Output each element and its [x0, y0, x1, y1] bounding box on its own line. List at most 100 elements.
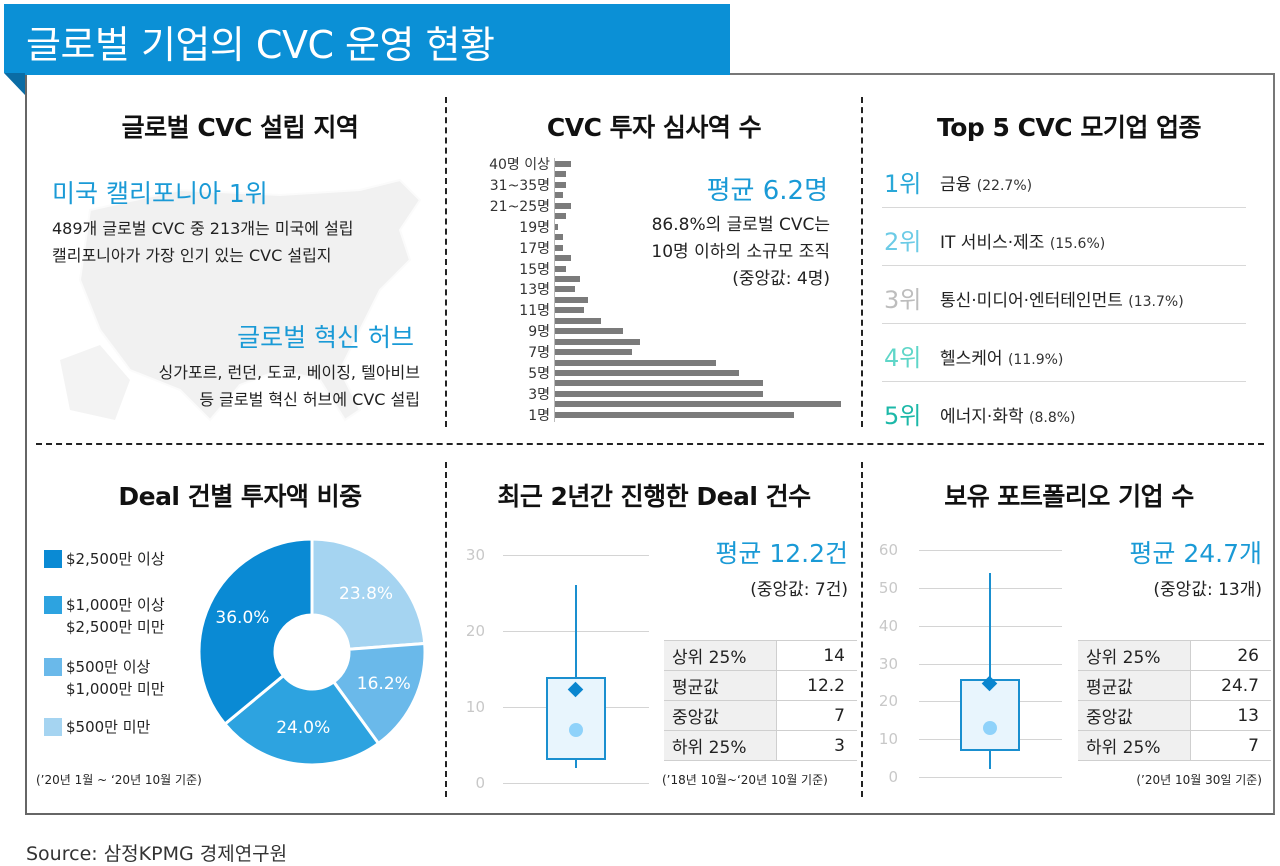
- bar: [555, 265, 566, 272]
- y-tick-label: 50: [878, 578, 898, 597]
- bar-label: 13명: [519, 282, 550, 299]
- stats-row: 평균값 24.7: [1078, 670, 1271, 701]
- stats-value: 3: [776, 730, 857, 761]
- bar-label: 5명: [528, 366, 550, 382]
- bar: [555, 338, 640, 345]
- panel-title: Top 5 CVC 모기업 업종: [936, 113, 1202, 142]
- stats-row: 평균값 12.2: [664, 670, 857, 701]
- rank-percent: (11.9%): [1007, 352, 1064, 368]
- divider-vertical: [445, 462, 447, 797]
- bar: [555, 317, 601, 324]
- legend-label: $500만 미만: [66, 718, 151, 736]
- grid-line: [503, 555, 649, 556]
- rank-number: 5위: [884, 402, 922, 430]
- stats-row: 중앙값 13: [1078, 700, 1271, 731]
- bar-label: 21~25명: [489, 198, 550, 215]
- stats-label: 하위 25%: [1078, 730, 1191, 761]
- stats-label: 상위 25%: [1078, 640, 1191, 671]
- donut-slice-label: 36.0%: [215, 607, 270, 628]
- rank-item: 2위 IT 서비스·제조 (15.6%): [882, 222, 1244, 278]
- stats-row: 하위 25% 7: [1078, 730, 1271, 761]
- panel-title: CVC 투자 심사역 수: [546, 113, 762, 142]
- rank-percent: (8.8%): [1029, 410, 1076, 426]
- bar: [555, 202, 571, 209]
- stats-row: 상위 25% 26: [1078, 640, 1271, 671]
- bar: [555, 234, 563, 241]
- y-tick-label: 60: [878, 541, 898, 559]
- bar-label: 31~35명: [489, 177, 550, 194]
- bar-label: 11명: [519, 303, 550, 320]
- stats-label: 상위 25%: [664, 640, 777, 671]
- legend-label: $1,000만 이상 $2,500만 미만: [66, 596, 165, 636]
- stats-row: 하위 25% 3: [664, 730, 857, 761]
- grid-line: [503, 783, 649, 784]
- bar: [555, 307, 584, 314]
- banner-fold: [4, 73, 25, 95]
- stats-row: 중앙값 7: [664, 700, 857, 731]
- y-tick-label: 20: [465, 622, 485, 640]
- bar: [555, 401, 841, 408]
- rank-divider: [882, 381, 1246, 382]
- bar-label: 17명: [519, 240, 550, 257]
- rank-item: 3위 통신·미디어·엔터테인먼트 (13.7%): [882, 280, 1244, 336]
- highlight-california: 미국 캘리포니아 1위: [52, 179, 268, 208]
- bar-label: 3명: [528, 386, 550, 403]
- divider-vertical: [861, 97, 863, 427]
- stats-label: 중앙값: [1078, 700, 1191, 731]
- bar: [555, 370, 739, 376]
- legend-swatch: [44, 550, 62, 568]
- rank-industry: IT 서비스·제조 (15.6%): [940, 233, 1106, 253]
- panel-title: 최근 2년간 진행한 Deal 건수: [497, 482, 811, 511]
- grid-line: [919, 777, 1062, 778]
- highlight-innovation-hub: 글로벌 혁신 허브: [237, 323, 414, 352]
- whisker: [575, 585, 577, 677]
- bar: [555, 192, 563, 199]
- stats-value: 13: [1190, 700, 1271, 731]
- rank-industry: 금융 (22.7%): [940, 175, 1033, 195]
- donut-slice-label: 23.8%: [339, 583, 394, 604]
- rank-industry: 헬스케어 (11.9%): [940, 349, 1064, 369]
- bar-label: 1명: [528, 407, 550, 424]
- stats-value: 7: [776, 700, 857, 731]
- legend-label: $2,500만 이상: [66, 550, 165, 568]
- region-desc-line: 489개 글로벌 CVC 중 213개는 미국에 설립: [52, 219, 354, 238]
- portfolio-stats-table: 상위 25% 26 평균값 24.7 중앙값 13 하위 25% 7: [1078, 640, 1271, 761]
- donut-slice: [197, 537, 314, 727]
- rank-industry: 에너지·화학 (8.8%): [940, 407, 1076, 427]
- y-tick-label: 0: [475, 774, 485, 792]
- donut-slice: [222, 673, 381, 767]
- bar: [555, 223, 558, 230]
- bar-label: 40명 이상: [489, 157, 550, 173]
- rank-divider: [882, 265, 1246, 266]
- bar: [555, 328, 623, 335]
- bar-label: 9명: [528, 324, 550, 341]
- bar-label: 19명: [519, 219, 550, 236]
- legend-label: $500만 이상 $1,000만 미만: [66, 658, 165, 698]
- stats-label: 평균값: [1078, 670, 1191, 701]
- deal-count-average: 평균 12.2건: [715, 539, 848, 568]
- bar: [555, 380, 763, 387]
- portfolio-note: (’20년 10월 30일 기준): [1136, 773, 1262, 787]
- bar: [555, 171, 566, 178]
- bar: [555, 255, 571, 262]
- bar: [555, 286, 575, 293]
- bar-label: 15명: [519, 261, 550, 278]
- stats-label: 평균값: [664, 670, 777, 701]
- stats-value: 14: [776, 640, 857, 671]
- stats-value: 26: [1190, 640, 1271, 671]
- divider-horizontal: [36, 443, 1264, 445]
- y-tick-label: 30: [878, 654, 898, 673]
- rank-percent: (13.7%): [1128, 294, 1184, 310]
- bar: [555, 349, 632, 356]
- bar: [555, 296, 588, 303]
- bar: [555, 213, 566, 220]
- deal-count-median: (중앙값: 7건): [750, 580, 848, 600]
- reviewers-desc: 86.8%의 글로벌 CVC는: [651, 215, 830, 235]
- donut-slice: [310, 537, 427, 651]
- whisker: [575, 760, 577, 768]
- us-map-icon: [60, 178, 422, 422]
- source-caption: Source: 삼정KPMG 경제연구원: [26, 843, 288, 865]
- bar: [555, 411, 794, 418]
- hub-desc-line: 등 글로벌 혁신 허브에 CVC 설립: [199, 390, 420, 409]
- deal-count-note: (’18년 10월~‘20년 10월 기준): [662, 773, 828, 787]
